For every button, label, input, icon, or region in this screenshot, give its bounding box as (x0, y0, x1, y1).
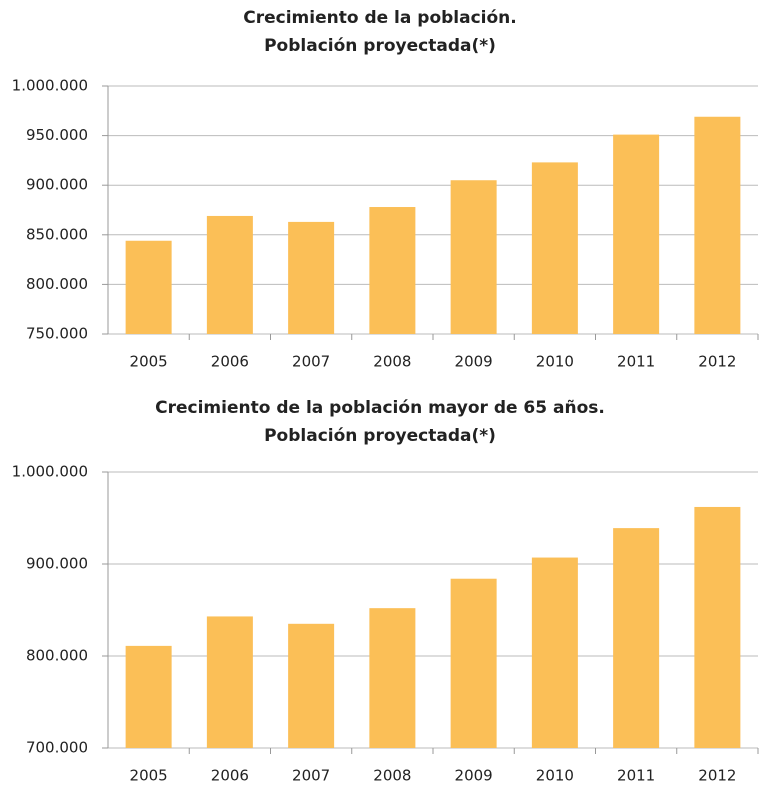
bar (369, 207, 416, 334)
y-tick-label: 900.000 (26, 176, 88, 194)
x-tick-label: 2011 (617, 767, 655, 785)
x-tick-label: 2010 (536, 353, 574, 371)
bar (206, 215, 253, 334)
x-tick-label: 2011 (617, 353, 655, 371)
x-tick-label: 2005 (130, 767, 168, 785)
y-tick-label: 850.000 (26, 225, 88, 243)
bar (206, 616, 253, 748)
y-tick-label: 1.000.000 (12, 463, 88, 481)
bar (450, 180, 497, 334)
chart-title: Población proyectada(*) (264, 36, 496, 56)
bar (613, 528, 660, 748)
y-tick-label: 750.000 (26, 325, 88, 343)
x-tick-label: 2007 (292, 767, 330, 785)
chart-title: Población proyectada(*) (264, 426, 496, 446)
x-tick-label: 2008 (373, 353, 411, 371)
bar (531, 557, 578, 748)
bar (531, 162, 578, 334)
x-tick-label: 2006 (211, 353, 249, 371)
y-tick-label: 900.000 (26, 555, 88, 573)
bar (613, 134, 660, 334)
x-tick-label: 2012 (698, 767, 736, 785)
bar (288, 221, 335, 334)
x-tick-label: 2010 (536, 767, 574, 785)
bar (694, 506, 741, 748)
bar (125, 240, 172, 334)
x-tick-label: 2009 (455, 353, 493, 371)
y-tick-label: 1.000.000 (12, 77, 88, 95)
bar (288, 623, 335, 748)
y-tick-label: 800.000 (26, 647, 88, 665)
x-tick-label: 2009 (455, 767, 493, 785)
bar (694, 116, 741, 334)
chart-title: Crecimiento de la población. (243, 8, 517, 28)
y-tick-label: 700.000 (26, 739, 88, 757)
x-tick-label: 2008 (373, 767, 411, 785)
x-tick-label: 2006 (211, 767, 249, 785)
chart-title: Crecimiento de la población mayor de 65 … (155, 398, 605, 418)
bar (450, 578, 497, 748)
x-tick-label: 2007 (292, 353, 330, 371)
x-tick-label: 2005 (130, 353, 168, 371)
bar (125, 645, 172, 748)
bar (369, 608, 416, 748)
x-tick-label: 2012 (698, 353, 736, 371)
y-tick-label: 950.000 (26, 126, 88, 144)
y-tick-label: 800.000 (26, 275, 88, 293)
